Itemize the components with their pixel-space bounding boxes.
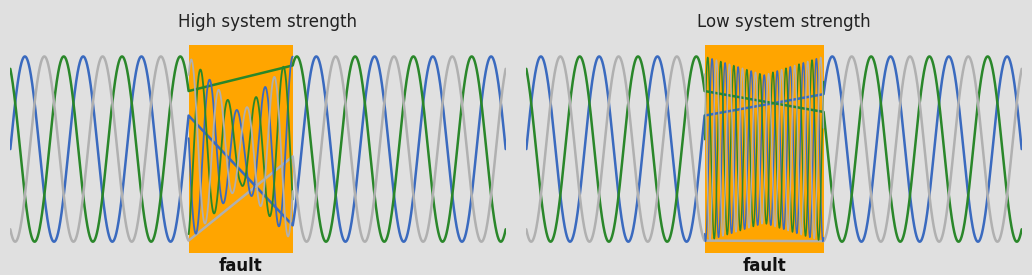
Text: High system strength: High system strength (179, 13, 357, 31)
Text: fault: fault (742, 257, 786, 275)
Text: fault: fault (219, 257, 262, 275)
Bar (705, 45, 824, 253)
Text: Low system strength: Low system strength (697, 13, 871, 31)
Bar (189, 45, 293, 253)
